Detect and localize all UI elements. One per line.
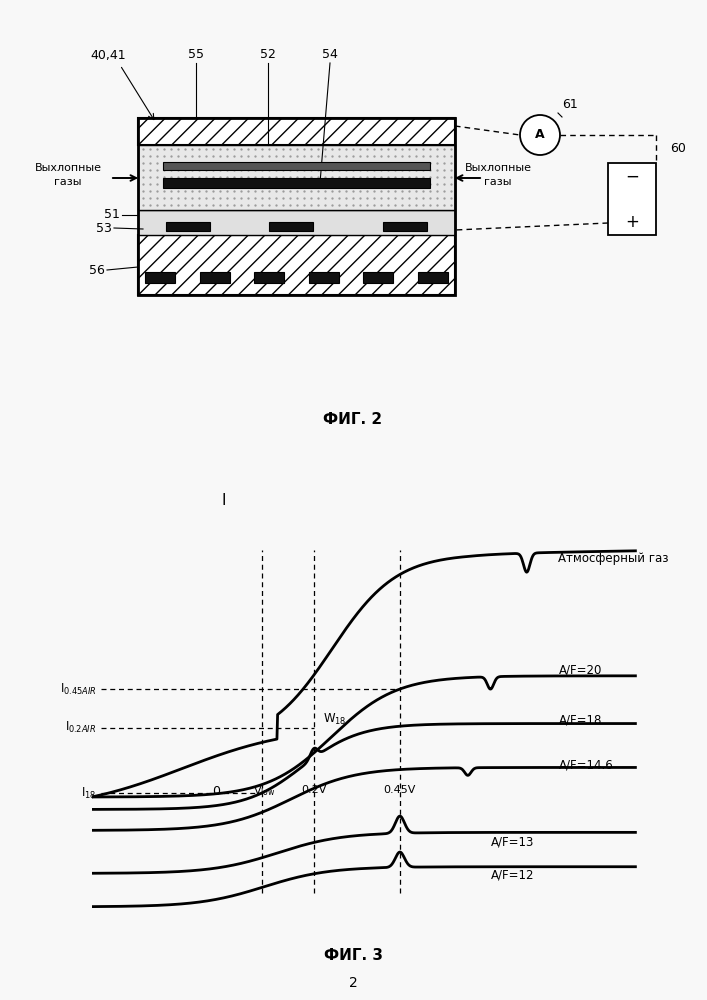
Text: A/F=14.6: A/F=14.6 bbox=[559, 758, 613, 771]
Text: ФИГ. 3: ФИГ. 3 bbox=[324, 948, 383, 964]
Bar bbox=[199, 272, 230, 283]
Bar bbox=[363, 272, 393, 283]
Text: A/F=12: A/F=12 bbox=[491, 869, 534, 882]
Bar bbox=[138, 235, 455, 295]
Text: 0: 0 bbox=[213, 785, 221, 798]
Text: A/F=18: A/F=18 bbox=[559, 713, 602, 726]
Text: газы: газы bbox=[54, 177, 82, 187]
Text: Выхлопные: Выхлопные bbox=[464, 163, 532, 173]
Text: 0.45V: 0.45V bbox=[384, 785, 416, 795]
Text: Выхлопные: Выхлопные bbox=[35, 163, 102, 173]
Bar bbox=[163, 162, 430, 170]
Text: 54: 54 bbox=[322, 48, 338, 62]
Text: 60: 60 bbox=[670, 141, 686, 154]
Text: I: I bbox=[221, 493, 226, 508]
Bar bbox=[163, 178, 430, 188]
Bar bbox=[383, 222, 427, 231]
Text: 61: 61 bbox=[562, 99, 578, 111]
Bar bbox=[418, 272, 448, 283]
Text: 52: 52 bbox=[260, 48, 276, 62]
Text: −: − bbox=[625, 168, 639, 186]
Bar bbox=[138, 118, 455, 145]
Text: 0.2V: 0.2V bbox=[301, 785, 327, 795]
Bar bbox=[138, 210, 455, 235]
Bar bbox=[608, 163, 656, 235]
Bar bbox=[166, 222, 210, 231]
Bar bbox=[138, 145, 455, 210]
Text: 40,41: 40,41 bbox=[90, 48, 126, 62]
Text: 51: 51 bbox=[104, 209, 120, 222]
Text: I$_{0.45AIR}$: I$_{0.45AIR}$ bbox=[59, 681, 96, 697]
Bar bbox=[255, 272, 284, 283]
Text: A: A bbox=[535, 128, 545, 141]
Text: 55: 55 bbox=[188, 48, 204, 62]
Text: A/F=20: A/F=20 bbox=[559, 664, 602, 677]
Text: +: + bbox=[625, 213, 639, 231]
Bar bbox=[138, 118, 455, 295]
Text: газы: газы bbox=[484, 177, 512, 187]
Text: 56: 56 bbox=[89, 263, 105, 276]
Text: Атмосферный газ: Атмосферный газ bbox=[559, 552, 669, 565]
Text: I$_{0.2AIR}$: I$_{0.2AIR}$ bbox=[65, 720, 96, 735]
Text: I$_{18}$: I$_{18}$ bbox=[81, 785, 96, 801]
Bar bbox=[309, 272, 339, 283]
Circle shape bbox=[520, 115, 560, 155]
Text: 53: 53 bbox=[96, 222, 112, 234]
Text: V$_\mathregular{low}$: V$_\mathregular{low}$ bbox=[252, 785, 275, 798]
Bar bbox=[269, 222, 313, 231]
Text: W$_{18}$: W$_{18}$ bbox=[323, 712, 346, 727]
Bar bbox=[145, 272, 175, 283]
Text: A/F=13: A/F=13 bbox=[491, 835, 534, 848]
Text: 2: 2 bbox=[349, 976, 358, 990]
Text: ФИГ. 2: ФИГ. 2 bbox=[323, 412, 382, 428]
